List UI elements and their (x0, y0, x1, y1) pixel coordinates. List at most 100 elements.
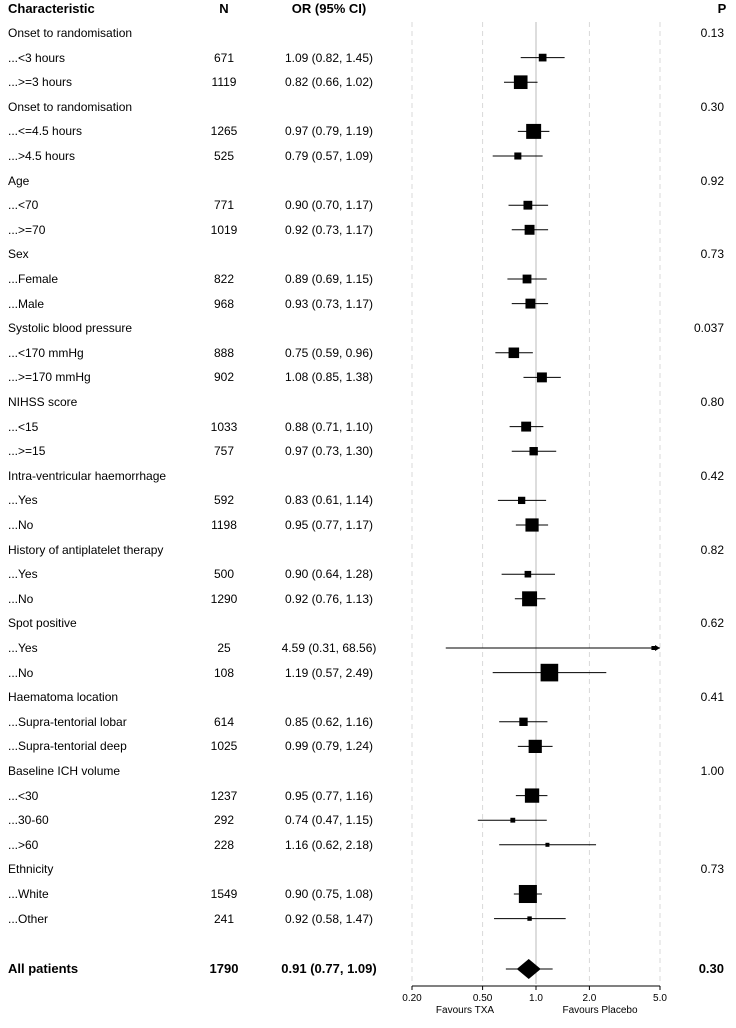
subgroup-n: 1290 (210, 591, 238, 606)
subgroup-or: 0.95 (0.77, 1.17) (284, 518, 374, 532)
subgroup-n: 1549 (210, 887, 238, 901)
estimate-box (545, 842, 550, 847)
subgroup-n: 500 (213, 567, 235, 582)
group-p-value: 0.82 (700, 542, 724, 557)
subgroup-label: ...Yes (8, 567, 38, 582)
group-p-value: 0.92 (700, 173, 724, 188)
estimate-box (524, 224, 535, 235)
estimate-box (527, 916, 532, 921)
group-label: Onset to randomisation (8, 26, 133, 40)
subgroup-n: 1119 (211, 75, 237, 90)
subgroup-label: ...>=70 (8, 222, 46, 237)
subgroup-label: ...No (8, 591, 34, 606)
subgroup-or: 1.16 (0.62, 2.18) (284, 837, 374, 852)
subgroup-or: 1.09 (0.82, 1.45) (284, 50, 374, 65)
subgroup-or: 0.89 (0.69, 1.15) (284, 272, 374, 286)
estimate-box (529, 447, 538, 456)
estimate-box (651, 646, 656, 650)
group-p-value: 0.73 (700, 862, 724, 877)
subgroup-n: 968 (213, 296, 235, 311)
favours-left-label: Favours TXA (435, 1005, 495, 1016)
group-p-value: 0.73 (700, 247, 724, 262)
subgroup-or: 0.97 (0.73, 1.30) (284, 444, 374, 459)
subgroup-label: ...30-60 (8, 813, 49, 828)
subgroup-or: 0.93 (0.73, 1.17) (284, 296, 374, 311)
subgroup-n: 671 (213, 50, 235, 65)
subgroup-n: 1265 (210, 124, 238, 139)
subgroup-label: ...>4.5 hours (8, 149, 76, 163)
estimate-box (536, 372, 547, 383)
estimate-box (524, 788, 540, 803)
group-p-value: 0.13 (700, 26, 724, 40)
group-label: Systolic blood pressure (8, 321, 133, 336)
subgroup-label: ...>=15 (8, 444, 46, 459)
overall-n: 1790 (209, 961, 239, 976)
subgroup-or: 0.95 (0.77, 1.16) (284, 788, 374, 803)
subgroup-label: ...Supra-tentorial lobar (8, 714, 127, 729)
subgroup-or: 0.74 (0.47, 1.15) (284, 813, 374, 828)
subgroup-n: 888 (213, 345, 235, 360)
subgroup-n: 25 (217, 641, 231, 655)
estimate-box (522, 591, 538, 607)
subgroup-label: ...Supra-tentorial deep (8, 739, 127, 754)
group-label: Spot positive (8, 616, 77, 631)
subgroup-label: ...Male (8, 296, 45, 311)
subgroup-or: 0.75 (0.59, 0.96) (284, 345, 374, 360)
group-label: Baseline ICH volume (8, 764, 121, 778)
x-tick-label: 1.0 (529, 993, 543, 1004)
subgroup-label: ...>60 (8, 837, 39, 852)
subgroup-n: 614 (213, 714, 235, 729)
subgroup-n: 292 (213, 813, 235, 828)
estimate-box (525, 298, 536, 309)
overall-diamond (516, 959, 541, 979)
header-p: P (717, 1, 727, 16)
header-n: N (219, 1, 229, 16)
subgroup-or: 0.83 (0.61, 1.14) (284, 493, 374, 508)
subgroup-n: 108 (213, 665, 235, 680)
x-tick-label: 2.0 (582, 993, 597, 1004)
group-p-value: 1.00 (700, 764, 724, 778)
group-p-value: 0.42 (700, 468, 724, 483)
overall-label: All patients (8, 961, 79, 976)
overall-p-value: 0.30 (698, 961, 724, 976)
x-tick-label: 0.50 (472, 993, 493, 1004)
subgroup-label: ...<170 mmHg (8, 345, 84, 360)
estimate-box (540, 663, 559, 682)
subgroup-or: 0.85 (0.62, 1.16) (284, 714, 374, 729)
subgroup-n: 771 (213, 198, 235, 213)
group-label: History of antiplatelet therapy (8, 542, 164, 557)
subgroup-or: 0.92 (0.58, 1.47) (284, 911, 374, 926)
estimate-box (528, 739, 542, 753)
subgroup-label: ...<15 (8, 419, 39, 434)
subgroup-or: 0.90 (0.70, 1.17) (284, 198, 374, 213)
subgroup-label: ...Yes (8, 493, 38, 508)
group-label: Age (8, 173, 30, 188)
subgroup-n: 1033 (210, 419, 238, 434)
subgroup-label: ...No (8, 665, 34, 680)
subgroup-label: ...Other (8, 911, 49, 926)
overall-or: 0.91 (0.77, 1.09) (281, 961, 377, 976)
subgroup-n: 1025 (210, 739, 238, 754)
group-p-value: 0.037 (693, 321, 724, 336)
estimate-box (523, 200, 533, 210)
subgroup-or: 4.59 (0.31, 68.56) (281, 641, 377, 655)
estimate-box (513, 75, 528, 90)
group-label: NIHSS score (8, 395, 78, 409)
subgroup-n: 241 (213, 911, 235, 926)
group-label: Onset to randomisation (8, 99, 133, 114)
estimate-box (538, 53, 547, 62)
estimate-box (519, 717, 528, 726)
x-tick-label: 0.20 (402, 993, 422, 1004)
favours-right-label: Favours Placebo (562, 1005, 638, 1016)
subgroup-label: ...Female (8, 272, 59, 286)
subgroup-label: ...<=4.5 hours (8, 124, 83, 139)
subgroup-n: 1198 (211, 518, 237, 532)
subgroup-label: ...>=3 hours (8, 75, 73, 90)
ci-arrow (655, 645, 660, 651)
subgroup-label: ...>=170 mmHg (8, 370, 91, 385)
group-label: Haematoma location (8, 690, 119, 705)
subgroup-or: 0.79 (0.57, 1.09) (284, 149, 374, 163)
subgroup-or: 0.88 (0.71, 1.10) (284, 419, 374, 434)
estimate-box (522, 274, 532, 284)
group-p-value: 0.80 (700, 395, 724, 409)
